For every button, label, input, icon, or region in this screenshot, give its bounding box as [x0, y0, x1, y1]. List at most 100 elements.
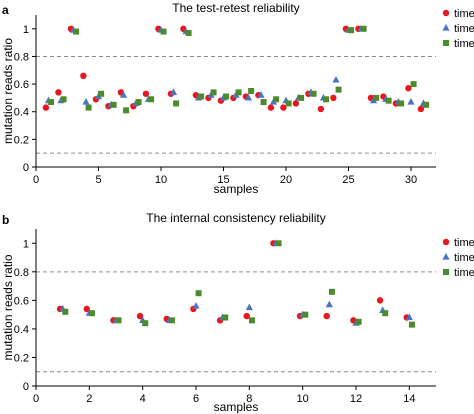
data-point [88, 310, 95, 317]
data-point [60, 96, 67, 103]
data-point [62, 308, 69, 315]
y-axis-label: mutation reads ratio [1, 254, 15, 360]
data-point [330, 94, 337, 102]
x-tick-label: 20 [280, 174, 292, 186]
panel-letter: a [2, 3, 9, 17]
chart-title: The test-retest reliability [172, 1, 299, 15]
data-point [348, 27, 355, 34]
data-point [195, 290, 202, 297]
legend-marker [442, 9, 450, 17]
data-point [298, 94, 305, 101]
legend-marker [442, 253, 450, 260]
data-point [42, 104, 50, 111]
data-point [355, 318, 362, 325]
data-point [73, 28, 80, 35]
data-point [385, 97, 392, 104]
data-point [405, 85, 412, 92]
data-point [323, 312, 330, 320]
chart-panel-b: b The internal consistency reliability 0 0.… [1, 211, 474, 414]
data-point [85, 104, 92, 111]
data-point [325, 300, 333, 308]
x-tick-label: 5 [95, 174, 101, 186]
x-tick-label: 10 [297, 393, 309, 405]
data-point [376, 297, 384, 304]
data-point [160, 28, 167, 35]
data-point [257, 91, 265, 98]
data-point [373, 94, 380, 101]
x-tick-label: 15 [217, 174, 229, 186]
x-tick-label: 6 [193, 393, 199, 405]
data-point [310, 90, 317, 97]
data-point [405, 313, 413, 321]
data-point [173, 100, 180, 107]
data-point [222, 314, 229, 321]
data-point [275, 240, 282, 247]
y-axis-label: mutation reads ratio [1, 38, 15, 144]
data-point [55, 89, 62, 96]
chart-panel-a: a The test-retest reliability 0 0.2 0.4 0.6 0.… [1, 1, 474, 196]
legend-label: time 2 [454, 23, 474, 35]
data-point [185, 29, 192, 36]
x-tick-label: 12 [350, 393, 362, 405]
data-point [123, 107, 130, 114]
data-point [136, 312, 144, 320]
legend-marker [442, 238, 450, 246]
data-point [267, 104, 275, 111]
data-point [335, 86, 342, 93]
data-point [110, 101, 117, 108]
data-point [323, 96, 330, 103]
x-tick-label: 4 [140, 393, 146, 405]
data-point [317, 105, 325, 113]
chart-title: The internal consistency reliability [146, 211, 325, 225]
data-point [80, 72, 87, 80]
legend-marker [442, 24, 450, 31]
x-tick-label: 8 [246, 393, 252, 405]
x-axis-label: samples [214, 182, 259, 196]
y-tick-label: 0 [23, 381, 29, 393]
y-tick-label: 1 [23, 238, 29, 250]
data-point [417, 105, 425, 113]
y-tick-label: 0.8 [14, 51, 29, 63]
x-tick-label: 10 [155, 174, 167, 186]
y-tick-label: 0 [23, 162, 29, 174]
y-tick-label: 0.2 [14, 134, 29, 146]
data-point [292, 100, 300, 107]
data-point [248, 88, 255, 94]
legend-label: time 3 [454, 38, 474, 50]
data-point [360, 25, 367, 32]
data-point [148, 96, 155, 103]
data-point [273, 96, 280, 103]
data-point [210, 89, 217, 96]
legend-marker [443, 40, 449, 46]
data-point [198, 93, 205, 100]
data-point [243, 312, 250, 320]
data-point [382, 310, 389, 317]
x-tick-label: 2 [86, 393, 92, 405]
data-point [410, 81, 417, 88]
legend-label: time 3 [454, 267, 474, 279]
data-point [168, 317, 175, 324]
data-point [248, 317, 255, 324]
data-point [260, 99, 267, 106]
y-tick-label: 0.4 [14, 324, 29, 336]
data-point [332, 75, 340, 83]
data-point [142, 90, 150, 97]
data-point [115, 317, 122, 324]
y-tick-label: 0.6 [14, 79, 29, 91]
data-point [280, 104, 287, 111]
data-point [423, 101, 430, 108]
data-point [302, 311, 309, 318]
y-tick-label: 0.4 [14, 107, 29, 119]
legend-label: time 1 [454, 237, 474, 249]
x-tick-label: 0 [33, 393, 39, 405]
data-point [398, 100, 405, 107]
data-point [223, 93, 230, 100]
y-tick-label: 0.8 [14, 267, 29, 279]
data-point [408, 321, 415, 328]
data-point [142, 320, 149, 327]
data-point [244, 93, 253, 101]
legend-marker [443, 269, 449, 275]
y-tick-label: 1 [23, 24, 29, 36]
data-point [82, 98, 90, 105]
